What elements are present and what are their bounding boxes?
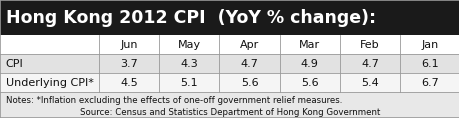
Text: 5.6: 5.6	[240, 78, 258, 88]
Text: Underlying CPI*: Underlying CPI*	[6, 78, 93, 88]
Text: May: May	[177, 40, 201, 50]
Text: 6.1: 6.1	[420, 59, 438, 69]
Text: 5.6: 5.6	[300, 78, 318, 88]
Text: CPI: CPI	[6, 59, 23, 69]
Text: 3.7: 3.7	[120, 59, 138, 69]
Text: Jun: Jun	[120, 40, 138, 50]
Text: Mar: Mar	[299, 40, 319, 50]
Text: Notes: *Inflation excluding the effects of one-off government relief measures.: Notes: *Inflation excluding the effects …	[6, 96, 341, 105]
Text: 4.5: 4.5	[120, 78, 138, 88]
Text: 4.3: 4.3	[180, 59, 198, 69]
Text: 4.7: 4.7	[240, 59, 258, 69]
Text: Source: Census and Statistics Department of Hong Kong Government: Source: Census and Statistics Department…	[80, 108, 379, 117]
Text: 5.4: 5.4	[360, 78, 378, 88]
Text: Hong Kong 2012 CPI  (YoY % change):: Hong Kong 2012 CPI (YoY % change):	[6, 8, 375, 27]
Text: Apr: Apr	[240, 40, 258, 50]
Text: Jan: Jan	[420, 40, 438, 50]
Text: 5.1: 5.1	[180, 78, 198, 88]
Text: 4.9: 4.9	[300, 59, 318, 69]
Text: 4.7: 4.7	[360, 59, 378, 69]
Text: Feb: Feb	[359, 40, 379, 50]
Text: 6.7: 6.7	[420, 78, 438, 88]
